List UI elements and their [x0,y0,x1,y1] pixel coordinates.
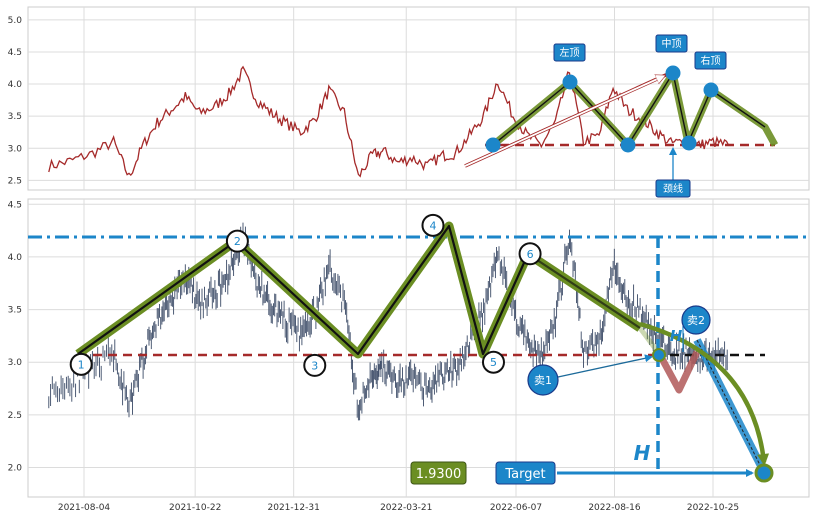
bottom-y-tick: 2.5 [8,411,22,421]
pivot-label: 6 [527,248,534,261]
top-panel: 2.5 3.0 3.5 4.0 4.5 5.0 左顶 中顶 [8,6,810,198]
sell2-badge [681,305,711,335]
projection-curve-arrow [639,321,770,466]
height-label: H [634,441,651,465]
target-dot [754,463,774,483]
target-path-line [696,339,761,466]
bottom-vertical-grid [83,199,714,497]
bottom-panel: 2.02.53.03.54.04.5 2021-08-04 2021-10-22 2… [8,198,810,513]
bottom-x-tick: 2022-06-07 [490,503,542,513]
bottom-y-tick-labels: 2.0 2.5 3.0 3.5 4.0 4.5 [8,200,23,473]
label-right-top: 右顶 [694,51,727,70]
label-mid-top: 中顶 [655,34,688,53]
breakout-dot [652,348,666,362]
pivot-circle [518,242,542,266]
top-y-tick: 5.0 [8,16,23,26]
small-height-marker: H [670,327,683,345]
sell1-arrow [557,354,653,378]
target-box [495,461,556,485]
pivot-circle [69,352,93,376]
pivot-label: 1 [78,358,85,371]
label-mid-top-text: 中顶 [662,37,682,50]
label-neckline: 颈线 [655,147,691,198]
bottom-x-tick: 2021-08-04 [58,503,111,513]
bottom-x-tick-labels: 2021-08-04 2021-10-22 2021-12-31 2022-03-21… [58,503,739,513]
label-left-top-text: 左顶 [560,46,580,59]
bottom-y-tick: 4.5 [8,200,22,210]
bottom-y-tick: 3.5 [8,306,22,316]
top-pivot-dot [703,82,719,98]
sell1-badge [527,364,559,396]
sell1-annotation: 卖1 [527,354,653,396]
bottom-x-tick: 2022-10-25 [687,503,739,513]
pivot-circle [225,229,249,253]
pattern-tail [526,251,663,357]
top-y-tick: 2.5 [8,176,22,186]
bottom-y-tick: 3.0 [8,358,23,368]
bottom-x-tick: 2022-03-21 [380,503,432,513]
pullback-v [656,350,701,394]
pivot-label: 4 [429,219,436,232]
top-y-tick-labels: 2.5 3.0 3.5 4.0 4.5 5.0 [8,16,23,187]
top-pivot-dot [681,135,697,151]
pivot-label: 5 [490,356,497,369]
target-text: Target [504,467,545,482]
label-neckline-text: 颈线 [663,182,683,195]
target-value-annotation: 1.9300 [410,461,467,485]
pivot-circle [421,213,445,237]
bottom-x-tick: 2021-10-22 [169,503,221,513]
sell1-label: 卖1 [534,374,552,387]
pivot-circle [481,350,505,374]
bottom-x-tick: 2022-08-16 [588,503,641,513]
sell2-annotation: 卖2 [681,305,711,335]
top-y-tick: 4.5 [8,48,22,58]
pivot-circle [303,353,327,377]
pivot-label: 3 [311,359,318,372]
label-left-top: 左顶 [553,43,586,62]
pivot-markers: 1 2 3 4 5 6 [69,213,542,377]
top-y-tick: 3.0 [8,144,23,154]
bottom-y-tick: 2.0 [8,464,23,474]
top-pivot-dot [562,74,578,90]
top-pivot-dot [620,137,636,153]
target-value-text: 1.9300 [416,467,462,482]
label-right-top-text: 右顶 [701,54,721,67]
bottom-x-tick: 2021-12-31 [268,503,320,513]
bottom-y-tick: 4.0 [8,253,23,263]
top-y-tick: 3.5 [8,112,22,122]
top-arrow [464,76,664,167]
top-pivot-dot [485,137,501,153]
pivot-label: 2 [234,235,241,248]
target-annotation: Target [495,461,754,485]
top-y-tick: 4.0 [8,80,23,90]
top-pivot-dot [665,65,681,81]
sell2-label: 卖2 [687,314,705,327]
target-value-box [410,461,467,485]
